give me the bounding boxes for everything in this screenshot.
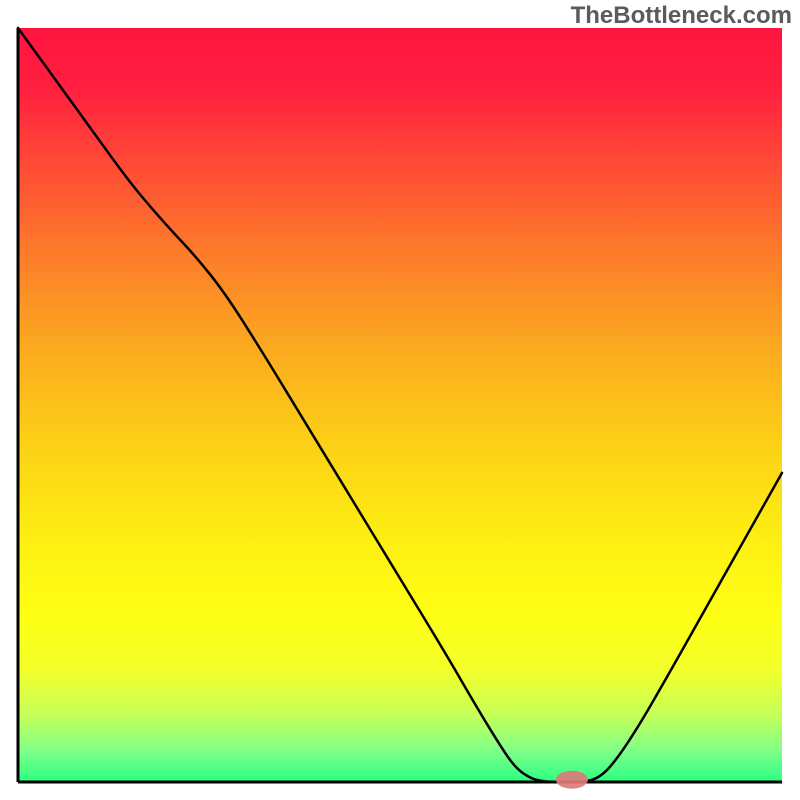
watermark-text: TheBottleneck.com bbox=[571, 2, 792, 30]
plot-background bbox=[18, 28, 782, 782]
chart-container: TheBottleneck.com bbox=[0, 0, 800, 800]
bottleneck-chart bbox=[0, 0, 800, 800]
optimum-marker bbox=[556, 771, 588, 789]
